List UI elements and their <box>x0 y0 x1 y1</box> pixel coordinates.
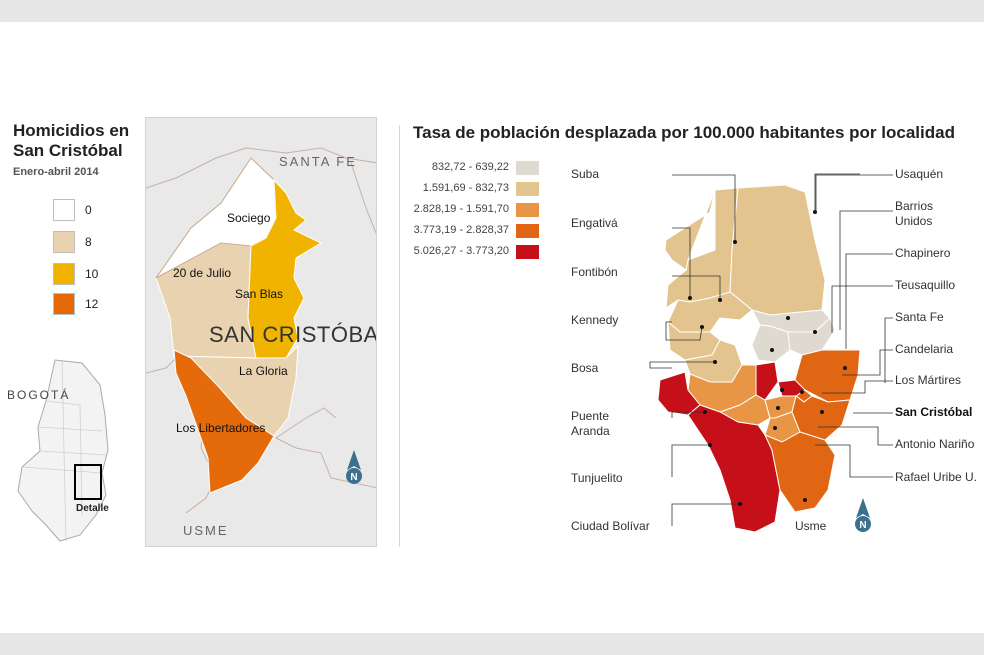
label-rafael-uribe: Rafael Uribe U. <box>895 470 978 484</box>
label-kennedy: Kennedy <box>571 313 619 327</box>
20-de-julio-label: 20 de Julio <box>173 266 232 280</box>
left-title: Homicidios en San Cristóbal <box>13 121 130 160</box>
sociego-label: Sociego <box>227 211 271 225</box>
bottom-band <box>0 633 984 655</box>
label-teusaquillo: Teusaquillo <box>895 278 956 292</box>
rate-legend-swatch <box>516 161 539 175</box>
label-engativa: Engativá <box>571 216 618 230</box>
north-letter: N <box>859 520 866 531</box>
rate-legend-label: 3.773,19 - 2.828,37 <box>413 224 509 236</box>
rate-legend-item: 3.773,19 - 2.828,37 <box>410 224 539 238</box>
right-title: Tasa de población desplazada por 100.000… <box>413 123 955 142</box>
rate-legend-item: 1.591,69 - 832,73 <box>410 182 539 196</box>
legend-swatch-12 <box>53 293 75 315</box>
label-san-cristobal: San Cristóbal <box>895 405 973 419</box>
legend-swatch-0 <box>53 199 75 221</box>
rate-legend-label: 1.591,69 - 832,73 <box>422 182 509 194</box>
panel-divider <box>399 125 400 547</box>
label-barrios-unidos: Barrios Unidos <box>895 199 934 228</box>
label-santa-fe: Santa Fe <box>895 310 944 324</box>
label-antonio-narino: Antonio Nariño <box>895 437 975 451</box>
legend-swatch-10 <box>53 263 75 285</box>
label-tunjuelito: Tunjuelito <box>571 471 623 485</box>
label-usaquen: Usaquén <box>895 167 944 181</box>
label-bosa: Bosa <box>571 361 599 375</box>
legend-label: 12 <box>85 297 99 311</box>
rate-legend-swatch <box>516 182 539 196</box>
north-letter: N <box>350 472 357 483</box>
rate-legend-swatch <box>516 224 539 238</box>
la-gloria-label: La Gloria <box>239 364 288 378</box>
bogota-label: BOGOTÁ <box>7 388 71 402</box>
locality-teusaquillo <box>751 324 791 363</box>
neighborhood-san-blas <box>247 178 323 359</box>
legend-label: 10 <box>85 267 99 281</box>
san-blas-label: San Blas <box>235 287 284 301</box>
label-candelaria: Candelaria <box>895 342 954 356</box>
label-ciudad-bolivar: Ciudad Bolívar <box>571 519 650 533</box>
locality-san-cristobal <box>791 395 851 441</box>
rate-legend-swatch <box>516 203 539 217</box>
legend-label: 0 <box>85 203 92 217</box>
detail-box <box>74 464 102 500</box>
locality-dots <box>688 210 847 506</box>
label-chapinero: Chapinero <box>895 246 951 260</box>
label-puente-aranda: Puente Aranda <box>571 409 610 438</box>
top-band <box>0 0 984 22</box>
usme-label: USME <box>183 523 229 538</box>
rate-legend-label: 832,72 - 639,22 <box>431 161 509 173</box>
rate-legend-label: 2.828,19 - 1.591,70 <box>413 203 509 215</box>
detail-label: Detalle <box>76 503 109 514</box>
santa-fe-label: SANTA FE <box>279 154 357 169</box>
locality-chapinero <box>787 317 836 356</box>
rate-legend-label: 5.026,27 - 3.773,20 <box>413 245 509 257</box>
rate-legend-item: 5.026,27 - 3.773,20 <box>410 245 539 259</box>
legend-swatch-8 <box>53 231 75 253</box>
rate-legend-item: 832,72 - 639,22 <box>410 161 539 175</box>
leader-lines <box>649 173 860 526</box>
san-cristobal-label: SAN CRISTÓBAL <box>209 322 377 347</box>
north-arrow-icon: N <box>346 450 362 484</box>
locality-puente-aranda <box>755 361 779 401</box>
bogota-localities-map <box>649 173 860 533</box>
bogota-inset-map <box>17 359 109 542</box>
san-cristobal-map: SANTA FE USME Sociego 20 de Julio San Bl… <box>145 117 377 547</box>
label-fontibon: Fontibón <box>571 265 618 279</box>
label-suba: Suba <box>571 167 600 181</box>
legend-label: 8 <box>85 235 92 249</box>
los-libertadores-label: Los Libertadores <box>176 421 266 435</box>
rate-legend-item: 2.828,19 - 1.591,70 <box>410 203 539 217</box>
rate-legend-swatch <box>516 245 539 259</box>
left-subtitle: Enero-abril 2014 <box>13 166 99 178</box>
locality-usme <box>764 431 836 513</box>
north-arrow-icon: N <box>855 498 871 532</box>
label-usme: Usme <box>795 519 827 533</box>
neighborhood-los-libertadores <box>173 349 275 494</box>
label-los-martires: Los Mártires <box>895 373 962 387</box>
right-leader-lines <box>815 174 893 478</box>
bogota-inset-shape <box>17 359 109 542</box>
